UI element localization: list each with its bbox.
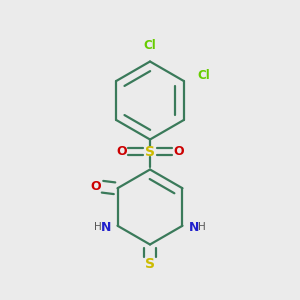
Text: N: N (101, 221, 111, 234)
Text: Cl: Cl (197, 69, 210, 82)
Text: N: N (189, 221, 199, 234)
Text: O: O (173, 145, 184, 158)
Text: O: O (91, 180, 101, 193)
Text: S: S (145, 145, 155, 158)
Text: O: O (116, 145, 127, 158)
Text: Cl: Cl (144, 39, 156, 52)
Text: H: H (198, 222, 206, 232)
Text: S: S (145, 257, 155, 271)
Text: H: H (94, 222, 102, 232)
